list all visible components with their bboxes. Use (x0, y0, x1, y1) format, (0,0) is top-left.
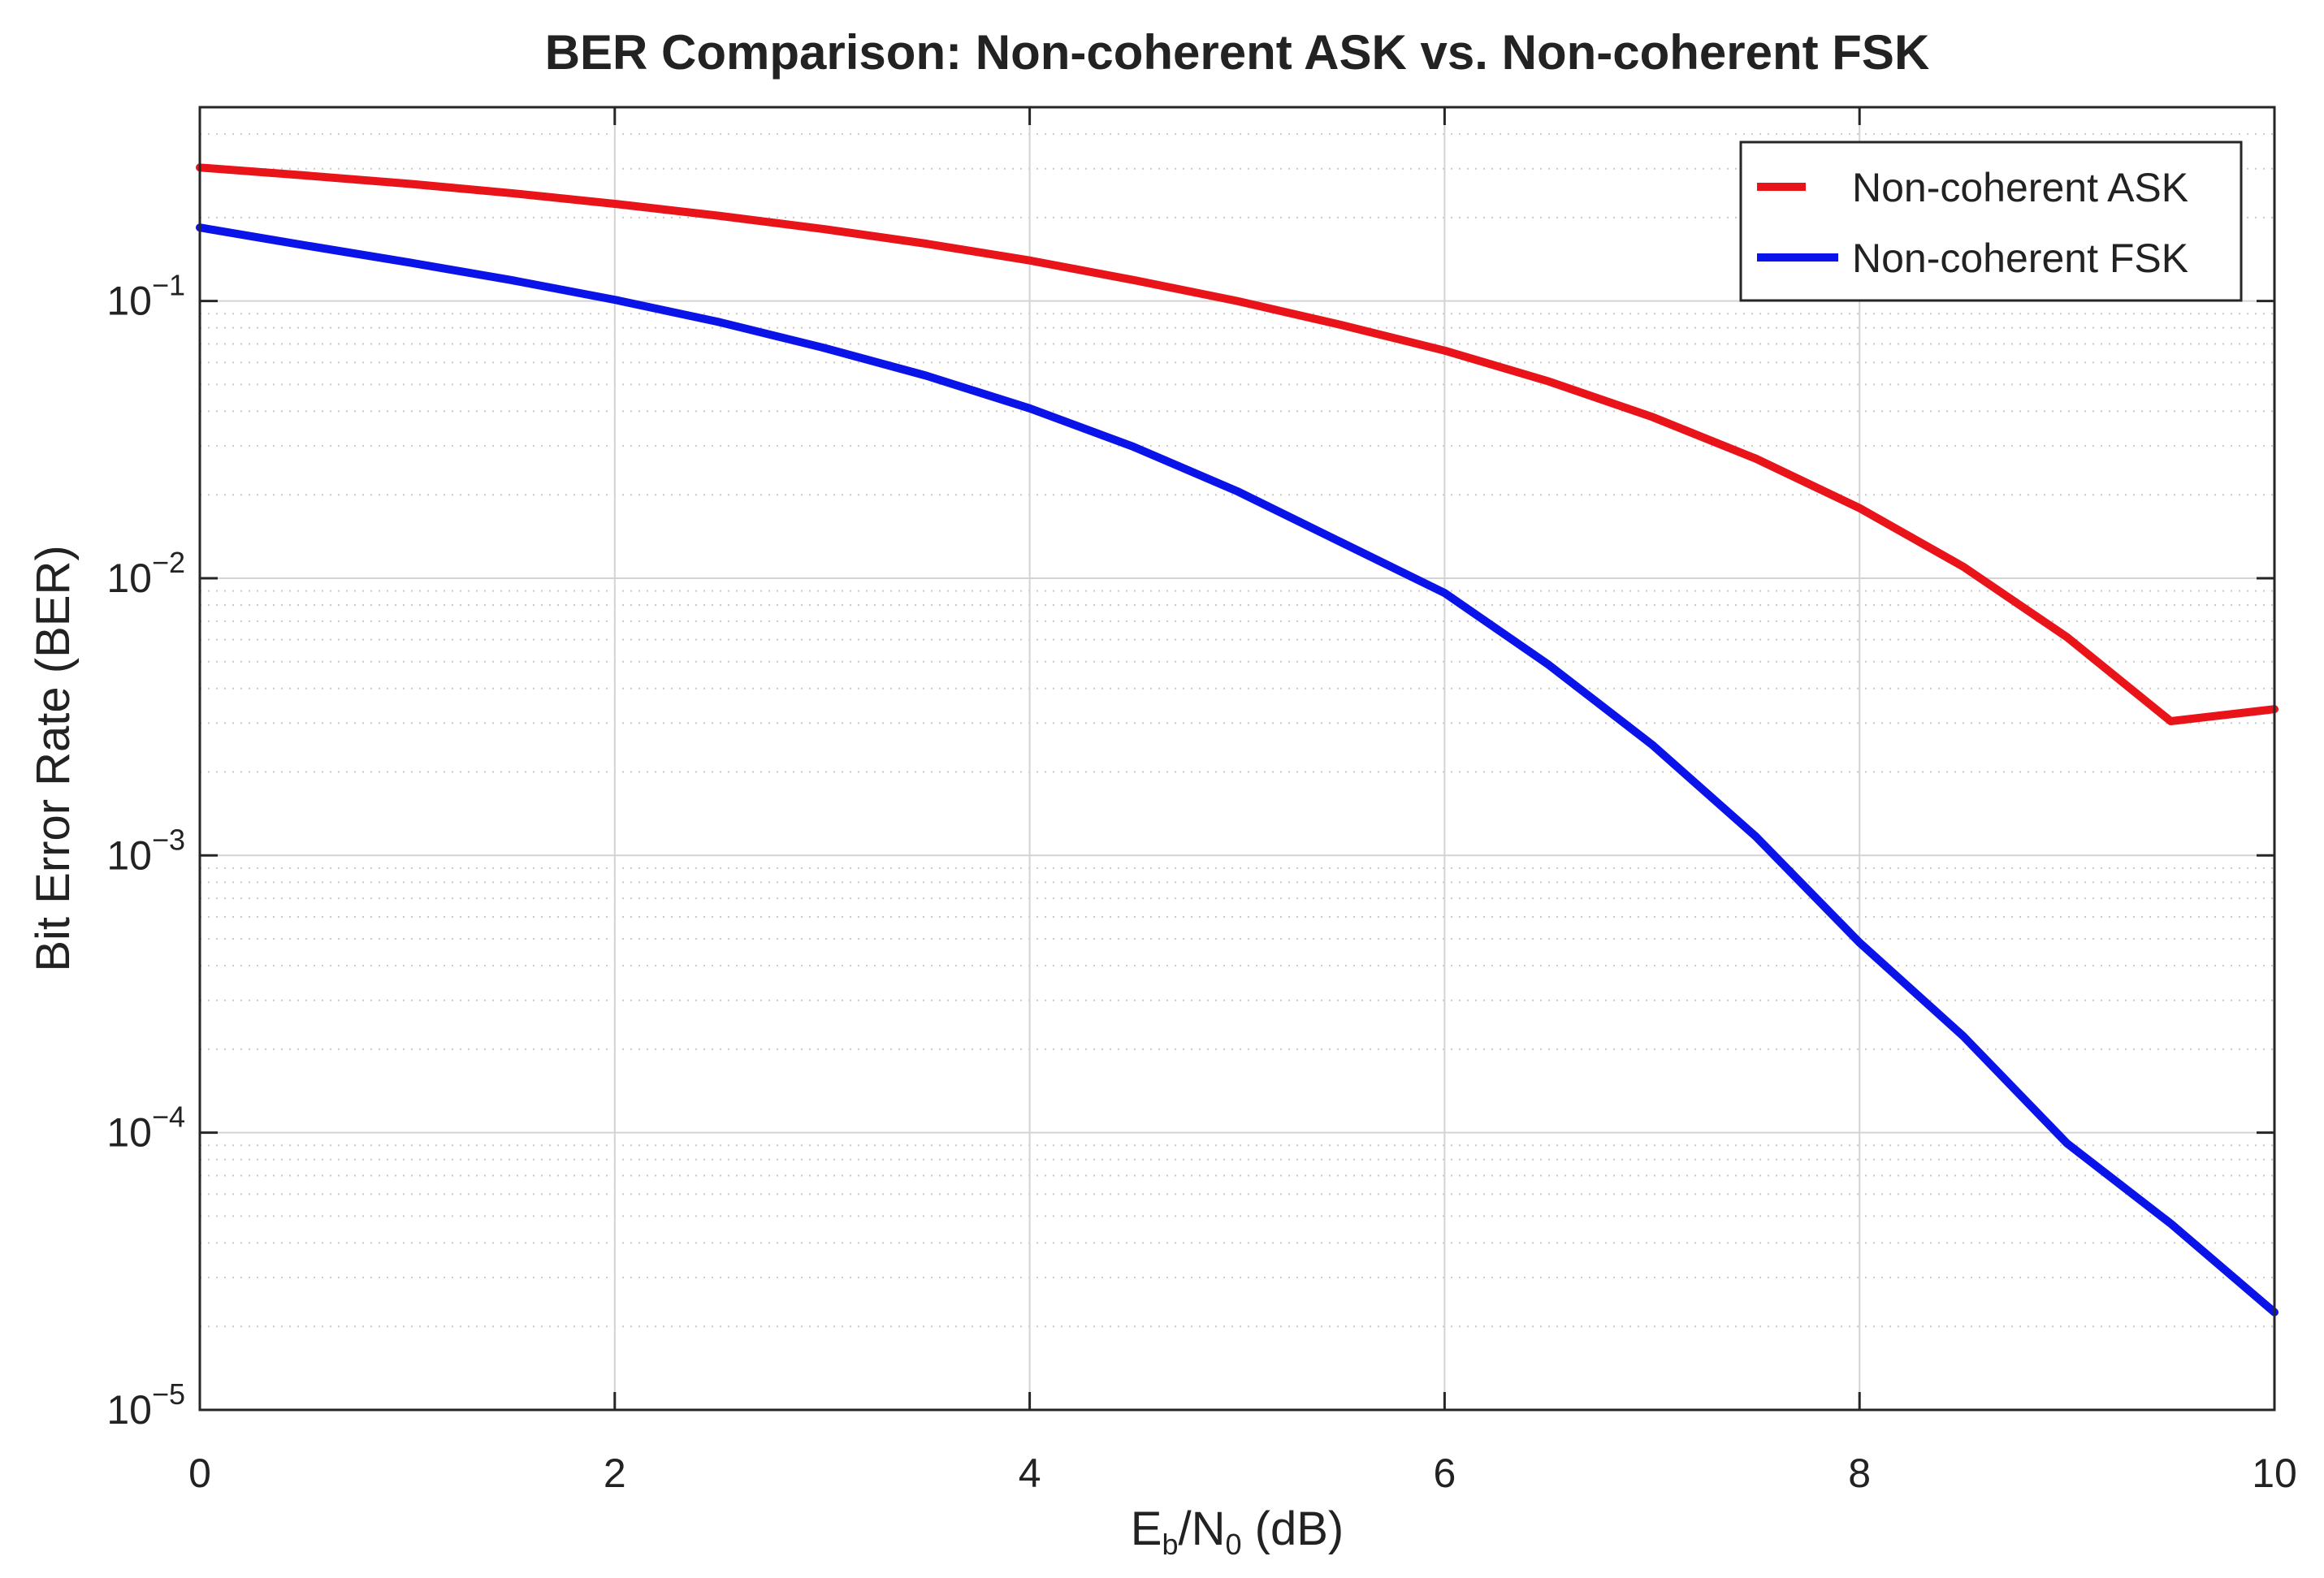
x-tick-label: 4 (1019, 1450, 1041, 1496)
series-line-ask (196, 163, 2279, 725)
x-tick-label: 8 (1848, 1450, 1871, 1496)
x-tick-label: 6 (1433, 1450, 1456, 1496)
x-axis-label-sub-b: b (1162, 1528, 1178, 1561)
legend-box (1739, 141, 2243, 302)
ticks (198, 107, 2276, 1412)
legend-label-fsk: Non-coherent FSK (1852, 236, 2188, 281)
series-line-fsk (196, 223, 2279, 1316)
y-axis-label: Bit Error Rate (BER) (27, 545, 80, 971)
y-tick-label: 10−2 (106, 546, 185, 601)
x-axis-label-mid: /N (1179, 1502, 1226, 1555)
y-tick-label: 10−1 (106, 269, 185, 324)
plot-frame (198, 106, 2276, 1412)
y-tick-label: 10−4 (106, 1100, 185, 1156)
chart-title: BER Comparison: Non-coherent ASK vs. Non… (545, 25, 1930, 80)
series-lines (196, 163, 2279, 1316)
x-axis-label-tail: (dB) (1242, 1502, 1344, 1555)
x-tick-label: 2 (604, 1450, 626, 1496)
x-axis-label-sub-0: 0 (1226, 1528, 1242, 1561)
x-tick-label: 10 (2252, 1450, 2297, 1496)
y-tick-label: 10−3 (106, 823, 185, 878)
y-tick-label: 10−5 (106, 1377, 185, 1433)
x-tick-label: 0 (188, 1450, 211, 1496)
x-axis-label-main: E (1131, 1502, 1162, 1555)
legend: Non-coherent ASK Non-coherent FSK (1739, 141, 2243, 302)
x-axis-label: Eb/N0 (dB) (1131, 1502, 1344, 1561)
x-tick-labels: 0 2 4 6 8 10 (188, 1450, 2297, 1496)
y-tick-labels: 10−5 10−4 10−3 10−2 10−1 (106, 269, 185, 1433)
legend-label-ask: Non-coherent ASK (1852, 165, 2188, 210)
